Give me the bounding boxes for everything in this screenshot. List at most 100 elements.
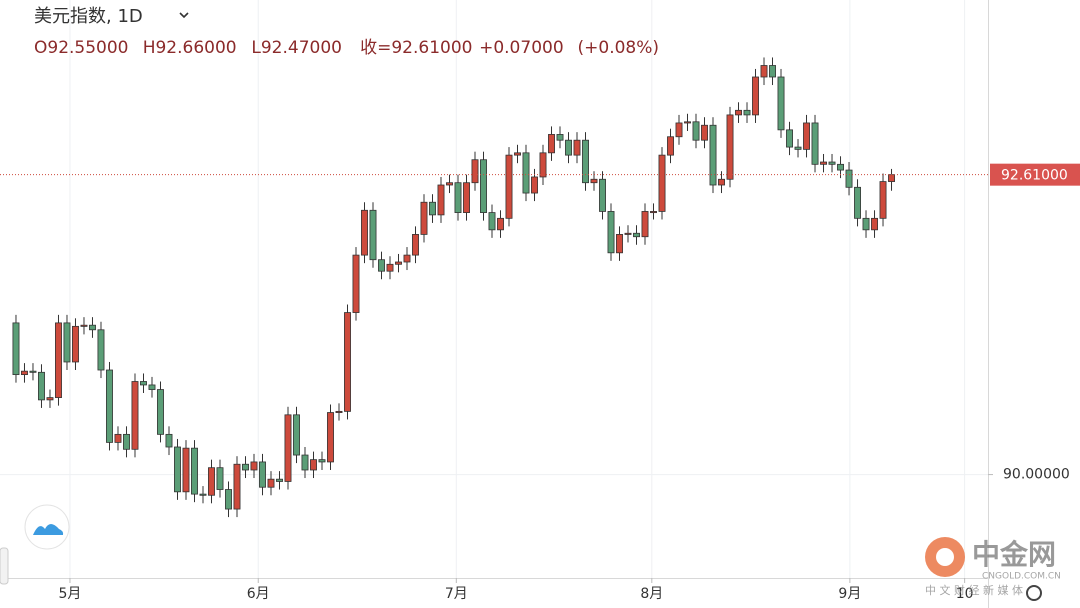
ohlc-value: H92.66000 xyxy=(143,38,237,58)
candle-body xyxy=(633,232,640,238)
candle-body xyxy=(165,433,173,448)
candle-body xyxy=(692,121,700,141)
chart-title: 美元指数, 1D xyxy=(34,6,143,27)
candle-body xyxy=(21,370,28,376)
candle-body xyxy=(233,463,241,510)
gear[interactable] xyxy=(1026,585,1042,601)
candle-body xyxy=(531,176,538,194)
candle-body xyxy=(429,201,436,216)
candle-body xyxy=(446,182,453,186)
candle-body xyxy=(38,371,45,401)
candle-body xyxy=(701,124,708,141)
dropdown-icon[interactable] xyxy=(179,12,189,19)
candle-body xyxy=(403,254,411,263)
candle-body xyxy=(599,178,606,212)
candle-body xyxy=(650,211,657,214)
candle-body xyxy=(114,433,122,443)
candle-body xyxy=(378,259,385,272)
scroll-handle[interactable] xyxy=(0,547,9,585)
candle-body xyxy=(641,211,649,238)
candle-body xyxy=(72,325,79,363)
ohlc-value: O92.55000 xyxy=(34,38,129,58)
candle-body xyxy=(395,261,402,265)
candle-body xyxy=(514,152,521,156)
candle-body xyxy=(454,182,462,213)
candle-body xyxy=(174,446,181,493)
candle-body xyxy=(794,146,802,150)
candle-body xyxy=(769,65,776,78)
candle-body xyxy=(148,384,156,390)
candle-body xyxy=(46,397,54,401)
candle-body xyxy=(216,467,224,490)
x-tick-label: 9月 xyxy=(838,586,861,602)
candle-body xyxy=(760,65,768,78)
candle-body xyxy=(743,109,751,116)
candle-body xyxy=(310,459,317,471)
candle-body xyxy=(505,154,513,219)
candle-body xyxy=(735,109,742,116)
candle-body xyxy=(276,478,283,482)
candle-body xyxy=(607,211,615,254)
candle-body xyxy=(590,178,598,184)
candle-body xyxy=(12,322,20,376)
candle-body xyxy=(888,174,895,182)
candle-body xyxy=(386,263,394,272)
candle-body xyxy=(616,234,623,254)
candle-body xyxy=(752,76,759,116)
candle-body xyxy=(208,467,215,496)
candle-body xyxy=(828,161,836,165)
candle-body xyxy=(327,412,334,463)
grid xyxy=(0,0,993,583)
candle-body xyxy=(497,217,504,231)
candle-body xyxy=(97,329,105,371)
ohlc-line: O92.55000 H92.66000 L92.47000 收=92.61000 +0.… xyxy=(34,38,659,58)
candle-body xyxy=(786,129,793,148)
candle-body xyxy=(80,324,88,327)
candle-body xyxy=(777,76,785,131)
candle-body xyxy=(352,254,360,313)
settings-icon[interactable] xyxy=(1026,585,1042,601)
x-tick-label: 7月 xyxy=(445,586,468,602)
watermark-site: CNGOLD.COM.CN xyxy=(982,572,1061,582)
candle-body xyxy=(871,217,878,231)
candle-body xyxy=(182,447,190,493)
candle-body xyxy=(820,161,827,165)
candle-body xyxy=(250,461,258,471)
candle-body xyxy=(284,414,292,482)
ohlc-value: (+0.08%) xyxy=(578,38,660,58)
candle-body xyxy=(488,212,496,231)
candle-body xyxy=(471,159,479,184)
candle-body xyxy=(726,114,734,180)
candle-body xyxy=(123,433,130,450)
candle-body xyxy=(556,134,564,141)
candle-body xyxy=(131,381,139,450)
ohlc-value: L92.47000 xyxy=(251,38,342,58)
candle-body xyxy=(55,322,62,398)
overlay: 5月 6月 7月 8月 9月 10 90.00000 92.61000 xyxy=(0,163,1080,602)
ohlc-value: 收=92.61000 xyxy=(360,38,472,58)
candle-body xyxy=(301,454,309,471)
watermark: 中金网 CNGOLD.COM.CN 中 文 财 经 新 媒 体 xyxy=(925,537,1061,597)
candle-body xyxy=(684,121,691,124)
candle-body xyxy=(658,154,666,212)
candle-body xyxy=(106,369,113,443)
x-tick-label: 8月 xyxy=(640,586,663,602)
candle-body xyxy=(624,232,632,235)
price-tag xyxy=(990,163,1080,186)
x-tick-label: 6月 xyxy=(247,586,270,602)
candle-body xyxy=(344,312,351,412)
candle-body xyxy=(361,209,368,256)
logo xyxy=(24,504,70,550)
candle-body xyxy=(318,459,326,463)
candle-body xyxy=(718,178,725,186)
candle-body xyxy=(225,489,232,510)
logo-cloud xyxy=(33,524,64,535)
candle-body xyxy=(63,322,71,363)
candle-body xyxy=(191,447,198,495)
watermark-name: 中金网 xyxy=(972,538,1056,571)
candle-body xyxy=(854,186,861,219)
candle-body xyxy=(803,122,810,150)
candle-body xyxy=(412,234,419,256)
